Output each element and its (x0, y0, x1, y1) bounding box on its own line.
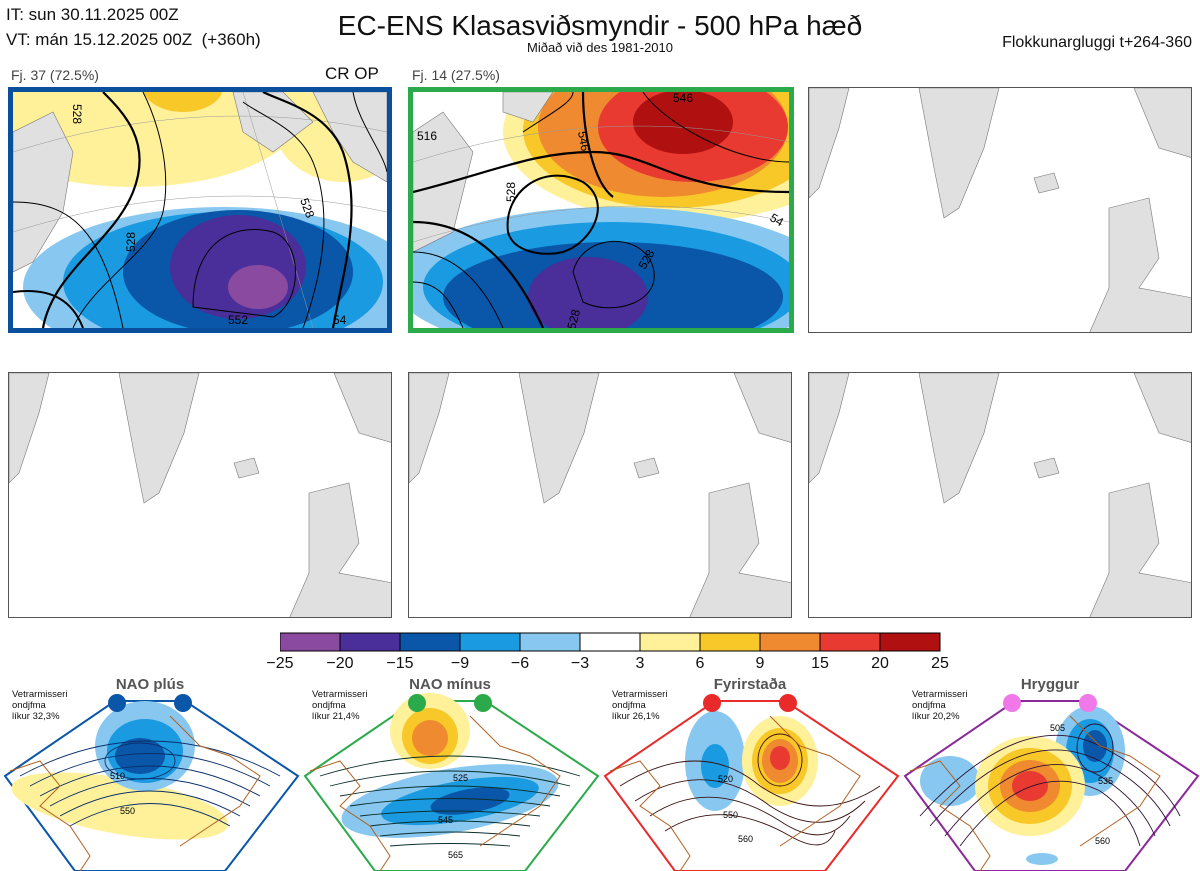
colorbar (280, 632, 941, 652)
empty-map-background (409, 373, 791, 617)
regime-contour-label: 510 (110, 771, 125, 781)
cluster-6-map (808, 372, 1192, 618)
regime-title: Hryggur (1020, 676, 1080, 693)
colorbar-tick-label: −25 (266, 655, 294, 672)
cluster-2-map-svg: 516 528 546 528 528 546 54 (413, 92, 789, 328)
regime-title: NAO plús (115, 676, 185, 693)
contour-label: 528 (124, 232, 138, 252)
contour-label: 528 (504, 182, 518, 202)
regime-ridge-map: 505 535 560 (903, 694, 1200, 871)
colorbar-cell (519, 632, 581, 652)
empty-map-background (9, 373, 391, 617)
cluster-1-label: Fj. 37 (72.5%) (11, 67, 99, 83)
colorbar-tick-label: 15 (811, 655, 829, 672)
colorbar-cell (280, 632, 341, 652)
empty-map-background (809, 373, 1191, 617)
cluster-2-map: 516 528 546 528 528 546 54 (408, 87, 794, 333)
colorbar-tick-label: 9 (755, 655, 765, 672)
regime-title: Fyrirstaða (713, 676, 787, 693)
regime-marker (174, 694, 192, 712)
cluster-4-map (8, 372, 392, 618)
valid-time: VT: mán 15.12.2025 00Z (+360h) (6, 30, 261, 49)
colorbar-cell (579, 632, 641, 652)
colorbar-tick-label: −9 (450, 655, 470, 672)
contour-label: 528 (70, 104, 84, 124)
regime-contour-label: 525 (453, 773, 468, 783)
regime-note: Vetrarmisseri ondjfma líkur 26,1% (612, 689, 668, 722)
regime-contour-label: 550 (120, 806, 135, 816)
colorbar-cell (699, 632, 761, 652)
cluster-1-map-svg: 528 528 528 552 54 (13, 92, 387, 328)
contour-label: 54 (333, 313, 347, 327)
regime-marker (779, 694, 797, 712)
regime-nao-minus: 525 545 565 NAO mínus Vetrarmisseri ondj… (300, 676, 600, 871)
colorbar-cell (819, 632, 881, 652)
colorbar-cell (639, 632, 701, 652)
regime-marker (1003, 694, 1021, 712)
colorbar-cell (459, 632, 521, 652)
regime-contour-label: 520 (718, 774, 733, 784)
contour-label: 528 (564, 307, 583, 328)
regime-title: NAO mínus (409, 676, 491, 693)
regime-nao-plus-map: 510 550 (3, 694, 300, 871)
colorbar-tick-label: −6 (510, 655, 530, 672)
cluster-1-map: 528 528 528 552 54 (8, 87, 392, 333)
colorbar-tick-label: 20 (871, 655, 889, 672)
contour-label: 546 (673, 92, 693, 105)
regime-marker (474, 694, 492, 712)
regime-nao-minus-map: 525 545 565 (303, 693, 600, 871)
regime-contour-label: 565 (448, 850, 463, 860)
empty-map-background (809, 88, 1191, 332)
page-title: EC-ENS Klasasviðsmyndir - 500 hPa hæð (337, 10, 863, 41)
regime-blocking-map: 520 550 560 (603, 694, 900, 871)
classification-window: Flokkunargluggi t+264-360 (1002, 34, 1192, 51)
colorbar-tick-label: −3 (570, 655, 590, 672)
regime-ridge: 505 535 560 Hryggur Vetrarmisseri ondjfm… (900, 676, 1200, 871)
regime-nao-plus: 510 550 NAO plús Vetrarmisseri ondjfma l… (0, 676, 300, 871)
colorbar-cell (879, 632, 941, 652)
regime-contour-label: 535 (1098, 776, 1113, 786)
init-time: IT: sun 30.11.2025 00Z (6, 5, 179, 24)
regime-note: Vetrarmisseri ondjfma líkur 21,4% (312, 689, 368, 722)
regime-marker (408, 694, 426, 712)
cluster-2-label: Fj. 14 (27.5%) (412, 67, 500, 83)
contour-label: 546 (575, 130, 592, 152)
regime-marker (703, 694, 721, 712)
cluster-1-marker: CR OP (325, 64, 379, 83)
page-subtitle: Miðað við des 1981-2010 (527, 40, 673, 55)
colorbar-cell (339, 632, 401, 652)
regime-contour-label: 505 (1050, 723, 1065, 733)
contour-label: 516 (417, 129, 437, 143)
regime-note: Vetrarmisseri ondjfma líkur 20,2% (912, 689, 968, 722)
contour-label: 552 (228, 313, 248, 327)
regime-contour-label: 550 (723, 810, 738, 820)
colorbar-cell (399, 632, 461, 652)
cluster-5-map (408, 372, 792, 618)
contour-label: 528 (297, 196, 317, 220)
regime-contour-label: 560 (1095, 836, 1110, 846)
regime-marker (108, 694, 126, 712)
regime-contour-label: 560 (738, 834, 753, 844)
regime-blocking: 520 550 560 Fyrirstaða Vetrarmisseri ond… (600, 676, 900, 871)
colorbar-tick-label: 25 (931, 655, 949, 672)
regime-contour-label: 545 (438, 815, 453, 825)
colorbar-cell (759, 632, 821, 652)
regime-note: Vetrarmisseri ondjfma líkur 32,3% (12, 689, 68, 722)
colorbar-tick-label: −15 (386, 655, 414, 672)
cluster-3-map (808, 87, 1192, 333)
contour-label: 54 (768, 210, 787, 229)
colorbar-tick-label: 6 (695, 655, 705, 672)
regime-marker (1079, 694, 1097, 712)
colorbar-tick-label: 3 (635, 655, 645, 672)
colorbar-tick-label: −20 (326, 655, 354, 672)
